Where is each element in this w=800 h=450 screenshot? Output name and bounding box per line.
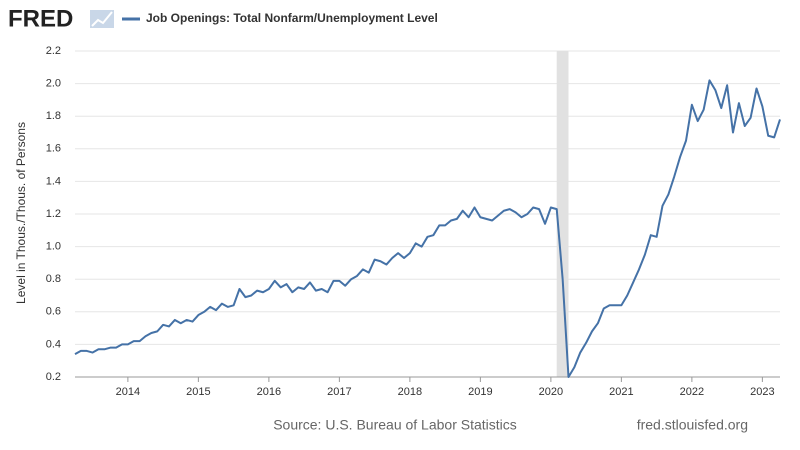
y-tick-label: 0.2: [46, 371, 61, 383]
y-tick-label: 0.6: [46, 306, 61, 318]
x-tick-label: 2018: [398, 386, 422, 398]
y-axis-label: Level in Thous./Thous. of Persons: [14, 122, 28, 304]
logo-icon: [90, 10, 114, 28]
x-tick-label: 2021: [609, 386, 633, 398]
recession-band: [556, 51, 569, 377]
legend-label: Job Openings: Total Nonfarm/Unemployment…: [146, 11, 438, 25]
y-tick-label: 1.6: [46, 143, 61, 155]
x-tick-label: 2015: [186, 386, 210, 398]
y-tick-label: 2.0: [46, 78, 61, 90]
x-tick-label: 2020: [539, 386, 563, 398]
source: Source: U.S. Bureau of Labor Statistics: [273, 417, 517, 433]
site: fred.stlouisfed.org: [637, 417, 748, 433]
y-tick-label: 1.2: [46, 208, 61, 220]
y-tick-label: 0.8: [46, 273, 61, 285]
x-tick-label: 2023: [750, 386, 774, 398]
y-tick-label: 1.8: [46, 110, 61, 122]
y-tick-label: 0.4: [46, 338, 61, 350]
x-tick-label: 2022: [680, 386, 704, 398]
x-tick-label: 2016: [257, 386, 281, 398]
y-tick-label: 1.0: [46, 241, 61, 253]
x-tick-label: 2014: [116, 386, 140, 398]
x-tick-label: 2017: [327, 386, 351, 398]
y-tick-label: 2.2: [46, 45, 61, 57]
y-tick-label: 1.4: [46, 175, 61, 187]
series-line: [74, 79, 781, 378]
logo: FRED: [8, 5, 73, 32]
x-tick-label: 2019: [468, 386, 492, 398]
